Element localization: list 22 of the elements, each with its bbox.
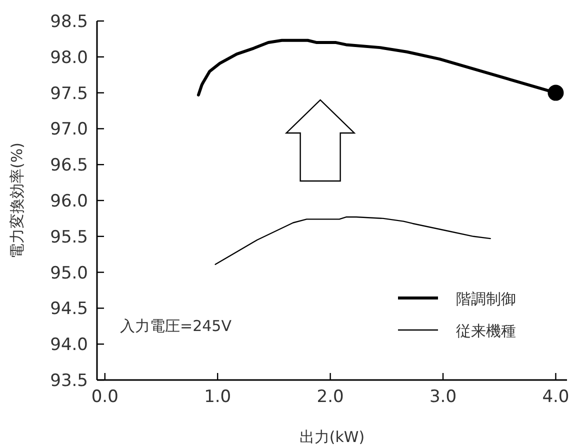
legend-label: 従来機種 xyxy=(456,322,516,340)
y-tick-label: 96.5 xyxy=(50,156,88,176)
x-tick-label: 1.0 xyxy=(204,387,232,407)
y-tick-label: 94.0 xyxy=(50,335,88,356)
y-tick-label: 98.0 xyxy=(50,48,88,68)
x-axis-title: 出力(kW) xyxy=(299,428,365,446)
y-axis-title: 電力変換効率(%) xyxy=(8,142,26,258)
y-tick-label: 95.0 xyxy=(50,263,88,284)
y-tick-label: 98.5 xyxy=(50,12,88,32)
y-tick-label: 96.0 xyxy=(50,192,88,212)
y-tick-label: 95.5 xyxy=(50,227,88,248)
y-tick-label: 97.0 xyxy=(50,120,88,140)
annotation: 入力電圧=245V xyxy=(120,317,232,335)
legend-label: 階調制御 xyxy=(456,290,516,308)
x-tick-label: 4.0 xyxy=(542,387,570,407)
line-series xyxy=(214,216,491,265)
y-tick-label: 97.5 xyxy=(50,84,88,104)
x-tick-label: 3.0 xyxy=(429,387,457,407)
x-tick-label: 0.0 xyxy=(91,387,118,407)
y-tick-label: 93.5 xyxy=(50,371,88,391)
x-tick-label: 2.0 xyxy=(316,387,344,407)
y-tick-label: 94.5 xyxy=(50,299,88,320)
